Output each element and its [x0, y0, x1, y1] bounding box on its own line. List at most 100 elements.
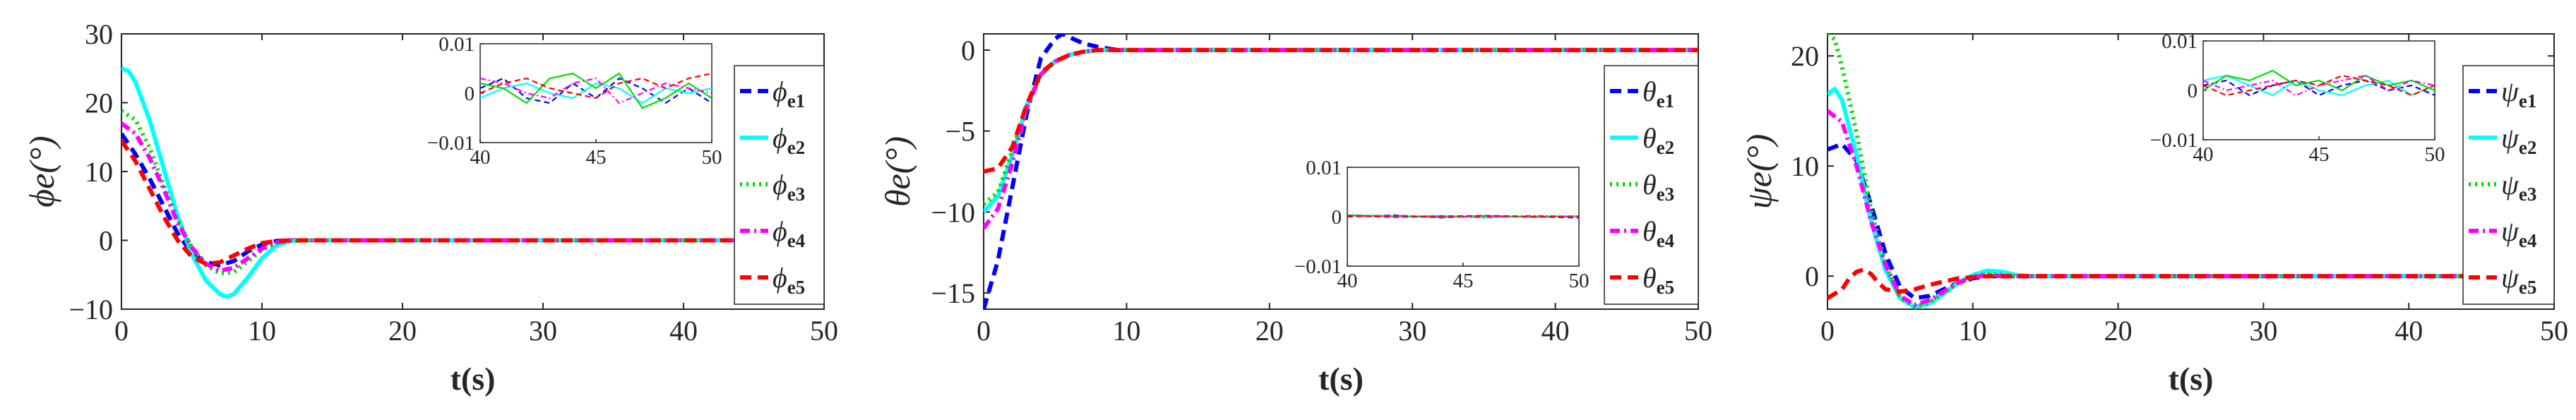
inset-y-tick-label: −0.01 [2150, 129, 2198, 152]
legend-label-1: ϕe1 [773, 76, 805, 112]
inset-y-tick-label: 0.01 [1306, 157, 1342, 179]
y-tick-label: 20 [1791, 40, 1819, 72]
inset-x-tick-label: 50 [702, 146, 722, 169]
inset-series-line-2 [480, 82, 712, 104]
legend-label-4: θe4 [1642, 215, 1674, 251]
series-line-5 [1827, 267, 2554, 300]
legend-label-5: ϕe5 [773, 262, 805, 298]
x-tick-label: 50 [2540, 315, 2568, 347]
chart-panel-2: 0 10 20 30 40 50 −15 −10 −5 0 t(s) θe(°) 40 45 50 −0.01… [878, 33, 1712, 397]
series-line-3 [1827, 34, 2554, 309]
inset-series-line-3 [480, 72, 712, 109]
series-line-2 [121, 66, 824, 299]
legend-box [2462, 65, 2555, 305]
series-line-1 [121, 132, 824, 268]
legend-box [734, 65, 825, 305]
x-tick-label: 50 [810, 315, 838, 347]
inset-x-tick-label: 40 [2193, 143, 2214, 166]
inset-series-line-2 [2203, 74, 2435, 97]
x-tick-label: 30 [2249, 315, 2277, 347]
y-tick-label: −10 [68, 294, 113, 325]
legend-label-3: ϕe3 [773, 169, 805, 205]
legend-label-2: ψe2 [2501, 122, 2536, 158]
inset-y-tick-label: 0 [2188, 80, 2198, 102]
legend-label-1: θe1 [1642, 76, 1674, 112]
inset-area [479, 43, 712, 143]
inset-series-line-5 [2203, 74, 2435, 97]
y-tick-label: 0 [961, 35, 975, 66]
legend-label-5: ψe5 [2501, 262, 2536, 298]
inset-plot: 40 45 50 −0.01 0 0.01 [1294, 157, 1590, 292]
x-axis-label: t(s) [451, 361, 496, 397]
y-tick-label: −10 [931, 196, 975, 228]
legend-label-5: θe5 [1642, 262, 1674, 298]
legend-label-4: ϕe4 [773, 215, 805, 251]
chart-panel-3: 0 10 20 30 40 50 0 10 20 t(s) ψe(°) 40 45 50 −0.01 0 0.0… [1739, 30, 2568, 397]
y-tick-label: −15 [931, 277, 975, 309]
y-tick-label: 30 [85, 18, 113, 50]
legend-label-1: ψe1 [2501, 76, 2536, 112]
y-axis-label: θe(°) [878, 136, 917, 207]
x-tick-label: 20 [388, 315, 417, 347]
legend: θe1 θe2 θe3 θe4 θe5 [1604, 65, 1699, 305]
legend-label-2: ϕe2 [773, 122, 805, 158]
inset-series-line-1 [2203, 79, 2435, 97]
y-tick-label: 10 [1791, 150, 1819, 182]
inset-series-line-4 [2203, 74, 2435, 97]
inset-plot: 40 45 50 −0.01 0 0.01 [2150, 30, 2445, 166]
inset-series-group [480, 72, 712, 109]
inset-series-line-1 [480, 77, 712, 104]
series-line-5 [121, 139, 824, 266]
x-tick-label: 0 [114, 315, 129, 347]
inset-x-tick-label: 50 [2425, 143, 2445, 166]
x-axis-label: t(s) [1318, 361, 1364, 397]
legend: ψe1 ψe2 ψe3 ψe4 ψe5 [2462, 65, 2555, 305]
y-tick-label: −5 [945, 116, 975, 148]
x-tick-label: 20 [1256, 315, 1284, 347]
inset-x-tick-label: 50 [1569, 270, 1590, 292]
legend-label-4: ψe4 [2501, 215, 2536, 251]
y-tick-label: 20 [85, 88, 113, 119]
inset-y-tick-label: −0.01 [427, 132, 475, 155]
x-tick-label: 40 [1542, 315, 1570, 347]
inset-x-tick-label: 45 [2309, 143, 2330, 166]
inset-x-tick-label: 40 [470, 146, 491, 169]
y-tick-label: 0 [99, 225, 113, 257]
x-tick-label: 30 [529, 315, 557, 347]
inset-plot: 40 45 50 −0.01 0 0.01 [427, 33, 722, 169]
legend-box [1604, 65, 1699, 305]
inset-x-tick-label: 45 [1453, 270, 1474, 292]
x-tick-label: 50 [1684, 315, 1712, 347]
inset-y-tick-label: 0 [1332, 206, 1342, 229]
inset-y-tick-label: 0.01 [2161, 30, 2198, 53]
inset-y-tick-label: 0.01 [439, 33, 475, 56]
x-tick-label: 10 [248, 315, 276, 347]
x-tick-label: 30 [1398, 315, 1426, 347]
inset-y-tick-label: 0 [465, 83, 475, 105]
y-axis-label: ψe(°) [1739, 134, 1779, 210]
legend: ϕe1 ϕe2 ϕe3 ϕe4 ϕe5 [734, 65, 825, 305]
x-axis-label: t(s) [2169, 361, 2214, 397]
series-line-2 [1827, 87, 2554, 309]
plot-area [1827, 33, 2555, 310]
inset-x-tick-label: 40 [1337, 270, 1358, 292]
x-tick-label: 20 [2104, 315, 2133, 347]
legend-label-3: ψe3 [2501, 169, 2536, 205]
inset-y-tick-label: −0.01 [1294, 256, 1342, 278]
inset-series-group [2203, 69, 2435, 97]
y-tick-label: 0 [1805, 260, 1819, 292]
inset-series-line-3 [2203, 69, 2435, 92]
series-group [984, 34, 1698, 309]
series-group [1827, 34, 2554, 309]
series-line-4 [1827, 109, 2554, 307]
y-tick-label: 10 [85, 156, 113, 188]
legend-label-3: θe3 [1642, 169, 1674, 205]
inset-series-line-5 [480, 72, 712, 100]
x-tick-label: 0 [1820, 315, 1835, 347]
x-tick-label: 40 [2395, 315, 2423, 347]
x-tick-label: 10 [1959, 315, 1987, 347]
inset-series-group [1347, 214, 1579, 219]
inset-series-line-5 [1347, 215, 1579, 218]
